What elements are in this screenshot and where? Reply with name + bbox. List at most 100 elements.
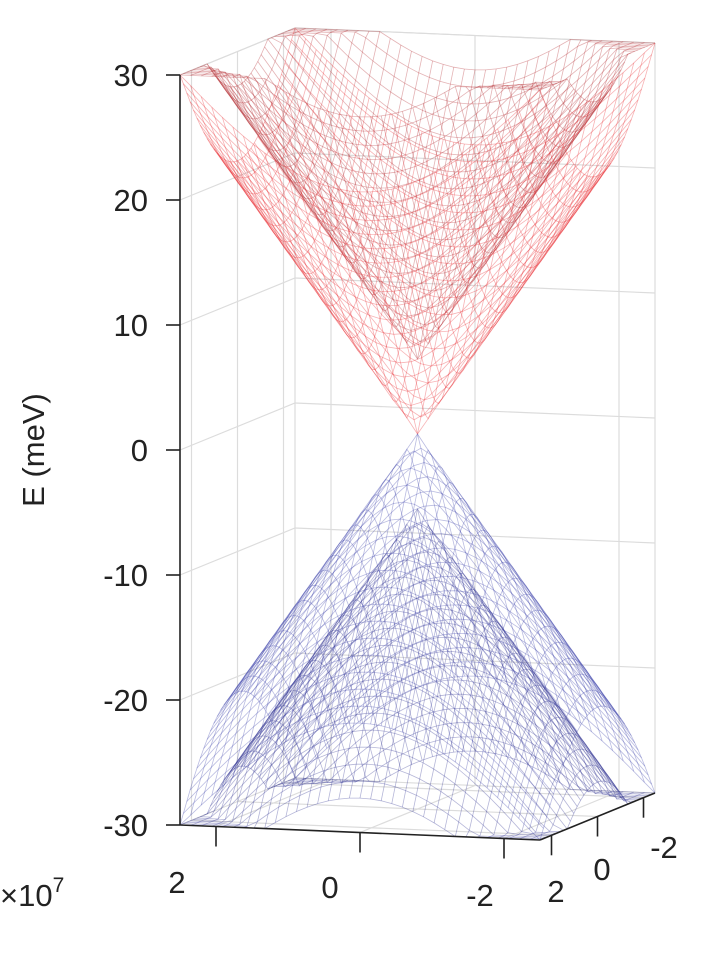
y-tick-label: -2 [650,830,678,865]
surface-mesh-line [539,42,656,103]
surface-mesh-line [253,584,370,762]
y-tick-label: 2 [547,874,564,909]
surface-mesh-line [294,675,656,794]
surface-mesh-line [186,92,548,221]
surface-mesh-line [402,572,518,808]
z-tick-label: 30 [114,58,148,93]
surface-mesh-line [402,497,518,733]
surface-mesh-line [210,143,571,321]
surface-mesh-line [274,35,635,173]
surface-mesh-line [193,729,554,835]
surface-mesh-line [222,29,338,152]
surface-mesh-line [211,645,328,796]
surface-mesh-line [327,554,444,801]
surface-mesh-line [317,135,433,371]
surface-mesh-line [201,735,317,827]
surface-mesh-line [402,139,518,374]
surface-mesh-line [370,449,486,725]
surface-mesh-line [222,630,338,787]
surface-mesh-line [306,131,423,355]
surface-mesh-line [539,705,656,841]
surface-mesh-line [454,39,571,224]
surface-mesh-line [465,39,582,209]
surface-mesh-line [243,462,605,707]
surface-mesh-line [230,161,592,406]
surface-mesh-line [338,67,455,328]
surface-mesh-line [216,77,578,274]
surface-mesh-line [233,450,595,710]
surface-mesh-line [274,113,391,307]
surface-mesh-line [281,693,642,799]
surface-mesh-line [250,72,612,292]
surface-mesh-line [237,160,598,435]
surface-mesh-line [284,62,646,197]
surface-mesh-line [253,30,370,200]
surface-mesh-line [270,104,632,265]
surface-mesh-line [200,695,561,833]
surface-mesh-line [189,671,551,806]
surface-mesh-line [250,565,612,785]
axis-grid [179,27,656,840]
surface-mesh-line [260,129,622,316]
surface-mesh-line [267,636,629,805]
surface-mesh-line [380,540,497,801]
surface-mesh-line [285,120,402,323]
surface-mesh-line [211,60,328,211]
surface-mesh-line [253,659,370,829]
surface-mesh-line [196,712,557,834]
surface-mesh-line [201,28,317,120]
surface-mesh-line [497,81,613,238]
surface-mesh-line [227,85,588,317]
surface-mesh-line [264,31,381,216]
surface-mesh-line [476,609,592,779]
surface-mesh-line [200,66,561,203]
surface-mesh-line [271,37,632,190]
surface-mesh-line [444,561,561,755]
surface-mesh-line [288,30,649,105]
surface-mesh-line [203,678,564,831]
surface-mesh-line [189,101,551,236]
surface-mesh-line [284,707,645,798]
surface-mesh-line [210,68,571,246]
surface-mesh-line [476,40,592,194]
surface-mesh-line [193,69,554,175]
surface-mesh-line [243,81,605,326]
floor-grid-line [191,819,552,836]
surface-mesh-line [486,700,603,839]
surface-mesh-line [380,143,497,405]
surface-mesh-line [233,161,595,421]
surface-mesh-line [183,780,544,839]
surface-mesh-line [199,125,561,278]
surface-mesh-line [220,156,581,364]
surface-mesh-line [327,139,444,387]
surface-mesh-line [220,518,581,726]
surface-mesh-line [183,705,544,829]
surface-mesh-line [240,522,602,782]
surface-mesh-line [210,644,571,822]
surface-mesh-line [190,70,551,161]
surface-mesh-line [243,674,359,828]
surface-mesh-line [227,484,588,716]
surface-mesh-line [240,158,602,418]
surface-mesh-line [206,63,568,232]
surface-mesh-line [281,33,642,139]
surface-mesh-line [237,85,598,360]
surface-mesh-line [213,552,575,739]
surface-mesh-line [291,661,652,785]
surface-mesh-line [274,38,391,232]
surface-mesh-line [179,27,296,88]
surface-mesh-line [423,529,539,742]
surface-mesh-line [264,46,625,224]
surface-mesh-line [232,29,349,168]
surface-mesh-line [497,40,613,163]
surface-mesh-line [213,73,575,260]
surface-mesh-line [497,641,613,798]
surface-mesh-line [391,556,508,804]
surface-mesh-line [203,131,565,293]
surface-mesh-line [486,90,603,253]
surface-mesh-line [271,650,632,804]
surface-mesh-line [183,73,544,132]
surface-mesh-line [454,113,571,299]
surface-mesh-line [243,89,359,259]
surface-mesh-line [227,160,588,392]
